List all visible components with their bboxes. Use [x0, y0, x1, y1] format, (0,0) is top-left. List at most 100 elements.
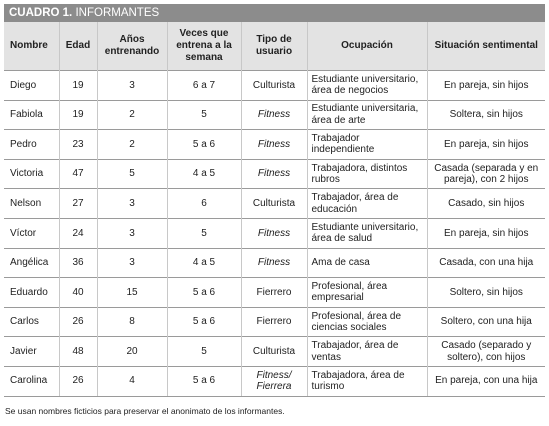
- table-cell: 4 a 5: [166, 158, 241, 189]
- table-row: Carlos 26 8 5 a 6 Fierrero Profesional, área …: [4, 306, 545, 337]
- table-row: Javier 48 20 5 Culturista Trabajador, área de…: [4, 336, 545, 367]
- table-cell: 26: [58, 365, 97, 397]
- table-cell: 5: [166, 217, 241, 249]
- table-cell: 3: [96, 70, 167, 101]
- table-cell: 2: [96, 99, 167, 130]
- table-figure: CUADRO 1. INFORMANTES Nombre Edad Años ent…: [4, 4, 545, 416]
- table-cell: Fitness: [240, 129, 307, 160]
- table-cell: 6 a 7: [166, 70, 241, 101]
- column-header: Edad: [58, 22, 97, 71]
- table-cell: Trabajador, área de ventas: [306, 336, 427, 367]
- table-row: Pedro 23 2 5 a 6 Fitness Trabajador independi…: [4, 129, 545, 160]
- table-cell: 19: [58, 99, 97, 130]
- table-cell: Fitness: [240, 99, 307, 130]
- table-cell: 26: [58, 306, 97, 337]
- footnote: Se usan nombres ficticios para preservar…: [5, 405, 285, 416]
- table-cell: Fierrero: [240, 277, 307, 308]
- column-header: Tipo de usuario: [240, 22, 307, 71]
- table-cell: 15: [96, 277, 167, 308]
- table-cell: 4: [96, 365, 167, 397]
- table-cell: Victoria: [4, 158, 59, 189]
- table-cell: Casado (separado y soltero), con hijos: [426, 336, 545, 367]
- table-row: Nelson 27 3 6 Culturista Trabajador, área de …: [4, 188, 545, 219]
- table-cell: En pareja, con una hija: [426, 365, 545, 397]
- table-cell: En pareja, sin hijos: [426, 129, 545, 160]
- table-cell: Carlos: [4, 306, 59, 337]
- table-cell: 5: [166, 336, 241, 367]
- table-cell: 4 a 5: [166, 247, 241, 278]
- table-row: Victoria 47 5 4 a 5 Fitness Trabajadora, dist…: [4, 158, 545, 189]
- table-cell: Víctor: [4, 217, 59, 249]
- table-cell: En pareja, sin hijos: [426, 70, 545, 101]
- table-row: Fabiola 19 2 5 Fitness Estudiante universitar…: [4, 99, 545, 130]
- table-cell: 5 a 6: [166, 277, 241, 308]
- table-cell: Profesional, área empresarial: [306, 277, 427, 308]
- table-cell: Diego: [4, 70, 59, 101]
- table-cell: 3: [96, 217, 167, 249]
- table-cell: Nelson: [4, 188, 59, 219]
- column-header: Nombre: [4, 22, 59, 71]
- table-cell: Ama de casa: [306, 247, 427, 278]
- table-cell: 19: [58, 70, 97, 101]
- table-cell: Trabajadora, distintos rubros: [306, 158, 427, 189]
- table-cell: Trabajador, área de educación: [306, 188, 427, 219]
- table-cell: Casado, sin hijos: [426, 188, 545, 219]
- table-cell: Profesional, área de ciencias sociales: [306, 306, 427, 337]
- table-body: Diego 19 3 6 a 7 Culturista Estudiante univer…: [4, 70, 545, 397]
- table-cell: 6: [166, 188, 241, 219]
- table-cell: Fierrero: [240, 306, 307, 337]
- table-cell: 40: [58, 277, 97, 308]
- title-number: CUADRO 1.: [9, 7, 73, 19]
- column-header: Situación sentimental: [426, 22, 545, 71]
- table-cell: Estudiante universitario, área de salud: [306, 217, 427, 249]
- table-cell: 5 a 6: [166, 306, 241, 337]
- table-cell: 5 a 6: [166, 129, 241, 160]
- table-cell: Soltera, sin hijos: [426, 99, 545, 130]
- title-bar: CUADRO 1. INFORMANTES: [4, 4, 545, 22]
- table-cell: 3: [96, 247, 167, 278]
- table-row: Angélica 36 3 4 a 5 Fitness Ama de casa Casada…: [4, 247, 545, 278]
- column-header: Veces que entrena a la semana: [166, 22, 241, 71]
- table-cell: 3: [96, 188, 167, 219]
- table-cell: Fabiola: [4, 99, 59, 130]
- title-text: INFORMANTES: [75, 7, 160, 19]
- table-cell: 5: [96, 158, 167, 189]
- table-cell: Fitness: [240, 217, 307, 249]
- header-row: Nombre Edad Años entrenando Veces que entre…: [4, 22, 545, 71]
- table-cell: Angélica: [4, 247, 59, 278]
- table-cell: Estudiante universitaria, área de arte: [306, 99, 427, 130]
- table-cell: 2: [96, 129, 167, 160]
- table-cell: 24: [58, 217, 97, 249]
- table-row: Eduardo 40 15 5 a 6 Fierrero Profesional, áre…: [4, 277, 545, 308]
- table-cell: Trabajador independiente: [306, 129, 427, 160]
- column-header: Años entrenando: [96, 22, 167, 71]
- table-cell: Pedro: [4, 129, 59, 160]
- table-cell: 23: [58, 129, 97, 160]
- table-row: Diego 19 3 6 a 7 Culturista Estudiante univer…: [4, 70, 545, 101]
- data-table: Nombre Edad Años entrenando Veces que entre…: [4, 22, 545, 397]
- table-cell: Trabajadora, área de turismo: [306, 365, 427, 397]
- table-cell: 36: [58, 247, 97, 278]
- table-cell: 27: [58, 188, 97, 219]
- table-cell: Eduardo: [4, 277, 59, 308]
- table-cell: 20: [96, 336, 167, 367]
- table-cell: Culturista: [240, 188, 307, 219]
- table-cell: 5: [166, 99, 241, 130]
- table-cell: Estudiante universitario, área de negoci…: [306, 70, 427, 101]
- table-cell: Carolina: [4, 365, 59, 397]
- table-cell: Fitness: [240, 158, 307, 189]
- table-cell: Casada, con una hija: [426, 247, 545, 278]
- table-cell: Soltero, con una hija: [426, 306, 545, 337]
- table-row: Víctor 24 3 5 Fitness Estudiante universitari…: [4, 217, 545, 249]
- table-cell: 5 a 6: [166, 365, 241, 397]
- table-cell: 8: [96, 306, 167, 337]
- table-cell: Culturista: [240, 70, 307, 101]
- table-cell: Fitness: [240, 247, 307, 278]
- table-cell: Casada (separada y en pareja), con 2 hij…: [426, 158, 545, 189]
- table-row: Carolina 26 4 5 a 6 Fitness/ Fierrera Trabaja…: [4, 365, 545, 397]
- table-cell: Soltero, sin hijos: [426, 277, 545, 308]
- column-header: Ocupación: [306, 22, 427, 71]
- table-cell: 48: [58, 336, 97, 367]
- table-cell: Javier: [4, 336, 59, 367]
